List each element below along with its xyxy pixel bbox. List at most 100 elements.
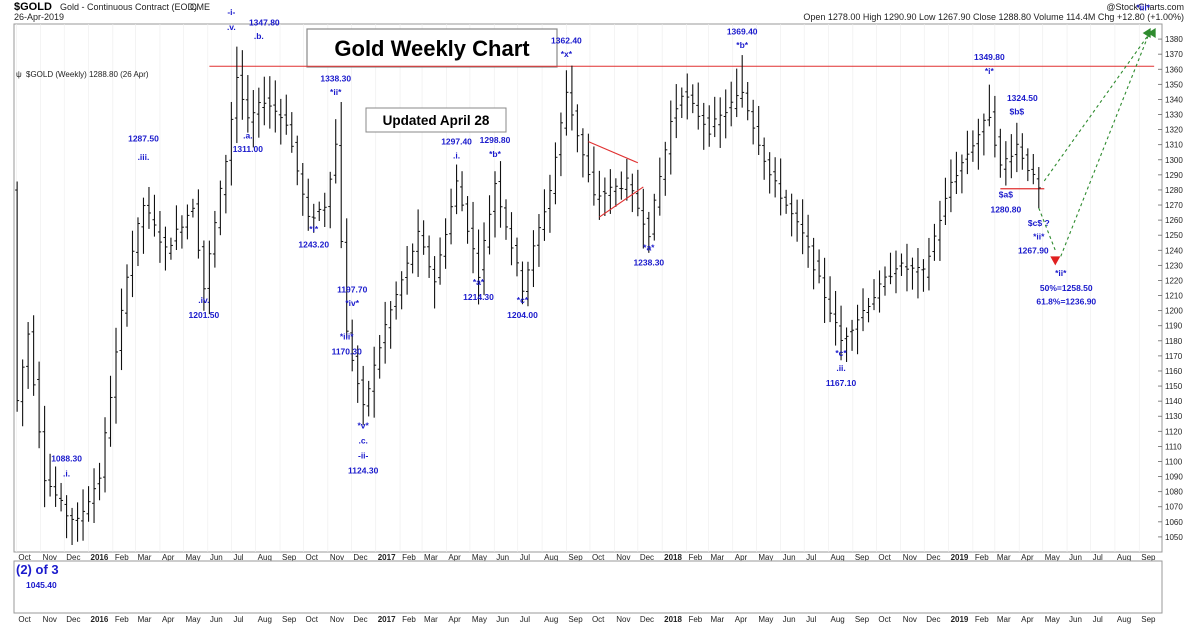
y-tick-label: 1220 — [1165, 276, 1183, 285]
wave-label: 1243.20 — [298, 239, 329, 249]
chart-title: Gold Weekly Chart — [334, 36, 530, 61]
x-tick-label: Jun — [1069, 553, 1082, 562]
wave-label: 1214.30 — [463, 292, 494, 302]
x-tick-label-bottom: Mar — [424, 615, 438, 624]
y-tick-label: 1230 — [1165, 261, 1183, 270]
y-axis: 1050 1060 1070 1080 1090 1100 1110 1120 1130 1140… — [1158, 35, 1183, 542]
y-tick-label: 1320 — [1165, 126, 1183, 135]
x-tick-label-bottom: 2019 — [951, 615, 969, 624]
wave-count-label: (2) of 3 — [16, 562, 59, 577]
x-tick-label-bottom: Dec — [640, 615, 654, 624]
wave-label: 1170.30 — [332, 346, 363, 356]
x-tick-label-bottom: Nov — [330, 615, 344, 624]
x-tick-label-bottom: Dec — [66, 615, 80, 624]
y-tick-label: 1120 — [1165, 427, 1183, 436]
wave-label: .c. — [358, 435, 367, 445]
chart-date: 26-Apr-2019 — [14, 12, 64, 22]
x-tick-label: Mar — [710, 553, 724, 562]
wave-label: *iii* — [340, 331, 354, 341]
x-tick-label: Mar — [138, 553, 152, 562]
x-tick-label-bottom: Jul — [520, 615, 530, 624]
x-tick-label: Jul — [233, 553, 243, 562]
x-tick-label: Feb — [402, 553, 416, 562]
green-double-arrow-icon — [1142, 28, 1151, 39]
wave-label: .v. — [227, 22, 236, 32]
wave-label: 1324.50 — [1007, 93, 1038, 103]
x-tick-label-bottom: Mar — [138, 615, 152, 624]
wave-label: .a. — [243, 131, 252, 141]
x-tick-label-bottom: Jun — [1069, 615, 1082, 624]
wave-label: $a$ — [999, 189, 1013, 199]
x-tick-label: Jul — [520, 553, 530, 562]
y-tick-label: 1100 — [1165, 457, 1183, 466]
wave-label: 1338.30 — [320, 73, 351, 83]
y-tick-label: 1170 — [1165, 352, 1183, 361]
x-tick-label-bottom: Aug — [258, 615, 272, 624]
y-tick-label: 1130 — [1165, 412, 1183, 421]
wave-label: .ii. — [836, 363, 845, 373]
projection-line-down — [1038, 207, 1056, 251]
x-tick-label: Nov — [903, 553, 917, 562]
updated-label: Updated April 28 — [383, 113, 490, 128]
x-tick-label-bottom: May — [472, 615, 487, 624]
title-box — [306, 28, 558, 68]
x-tick-label-bottom: 2018 — [664, 615, 682, 624]
x-tick-label-bottom: Jun — [496, 615, 509, 624]
y-tick-label: 1090 — [1165, 473, 1183, 482]
chart-legend: $GOLD (Weekly) 1288.80 (26 Apr) — [26, 70, 149, 79]
x-tick-label: 2018 — [664, 553, 682, 562]
x-tick-label: Oct — [18, 553, 31, 562]
x-tick-label-bottom: Oct — [18, 615, 31, 624]
x-tick-label-bottom: Oct — [878, 615, 891, 624]
wave-label: 1201.50 — [189, 310, 220, 320]
wave-label: *ii* — [1033, 232, 1045, 242]
y-tick-label: 1310 — [1165, 141, 1183, 150]
wave-label: 1297.40 — [441, 137, 472, 147]
x-axis-bottom: Oct Nov Dec 2016 Feb Mar Apr May Jun Jul Aug Sep Oct… — [18, 615, 1156, 624]
y-tick-label: 1300 — [1165, 156, 1183, 165]
x-tick-label-bottom: Nov — [616, 615, 630, 624]
x-tick-label-bottom: Sep — [855, 615, 870, 624]
wave-label: 1311.00 — [233, 144, 264, 154]
watermark: @StockCharts.com — [1106, 2, 1184, 12]
x-tick-label-bottom: Apr — [162, 615, 175, 624]
triangle-upper-line — [588, 141, 639, 164]
y-tick-label: 1270 — [1165, 201, 1183, 210]
triangle-pattern — [588, 141, 644, 218]
x-tick-label: Feb — [688, 553, 702, 562]
x-tick-label: Feb — [975, 553, 989, 562]
y-tick-label: 1110 — [1165, 442, 1182, 451]
x-tick-label: Mar — [997, 553, 1011, 562]
wave-label: *b* — [736, 40, 749, 50]
updated-box — [365, 107, 507, 133]
wave-label: .iii. — [138, 152, 150, 162]
x-tick-label-bottom: Feb — [688, 615, 702, 624]
wave-label: 1280.80 — [990, 205, 1021, 215]
x-tick-label: May — [1045, 553, 1060, 562]
wave-label: .i. — [63, 469, 70, 479]
price-bars — [15, 46, 1041, 546]
wave-count-under: 1045.40 — [26, 580, 57, 590]
x-tick-label-bottom: Sep — [568, 615, 583, 624]
x-tick-label-bottom: Apr — [1021, 615, 1034, 624]
x-tick-label: Apr — [1021, 553, 1034, 562]
x-tick-label-bottom: Jun — [783, 615, 796, 624]
quote-line: Open 1278.00 High 1290.90 Low 1267.90 Cl… — [803, 12, 1184, 22]
wave-label: 1167.10 — [826, 378, 857, 388]
x-tick-label: Jul — [806, 553, 816, 562]
x-tick-label: 2017 — [378, 553, 396, 562]
x-tick-label: Sep — [282, 553, 297, 562]
x-tick-label-bottom: Nov — [903, 615, 917, 624]
wave-label: *ii* — [330, 87, 342, 97]
x-tick-label-bottom: Nov — [43, 615, 57, 624]
wave-label: *ii* — [1055, 268, 1067, 278]
x-tick-label: Feb — [115, 553, 129, 562]
wave-label: *i* — [985, 66, 995, 76]
wave-label: *a* — [643, 242, 655, 252]
y-tick-label: 1240 — [1165, 246, 1183, 255]
chart-symbol: $GOLD — [14, 1, 52, 13]
y-tick-label: 1350 — [1165, 80, 1183, 89]
triangle-lower-line — [599, 186, 644, 218]
x-tick-label: Oct — [592, 553, 605, 562]
